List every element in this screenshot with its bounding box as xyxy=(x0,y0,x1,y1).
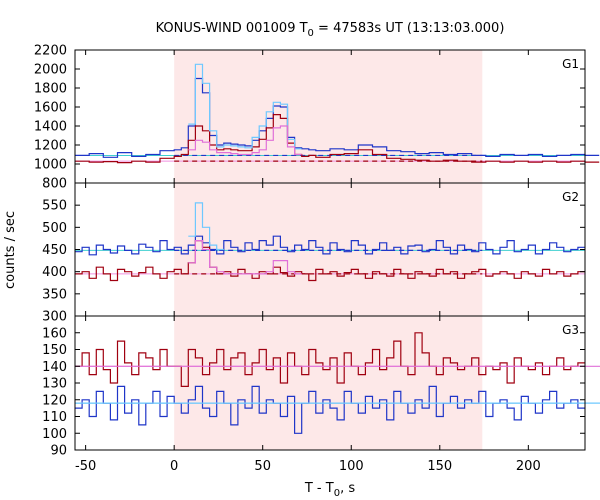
x-tick-label: 150 xyxy=(427,459,452,474)
y-tick-label: 110 xyxy=(42,410,67,425)
y-tick-label: 1800 xyxy=(34,82,67,97)
chart-title-main: KONUS-WIND 001009 T xyxy=(156,21,308,36)
x-tick-label: 50 xyxy=(254,459,271,474)
chart-title-subscript: 0 xyxy=(308,28,314,39)
series-blue-g1 xyxy=(75,77,600,158)
y-tick-label: 800 xyxy=(42,177,67,192)
x-axis-label-rest: , s xyxy=(340,481,355,496)
y-tick-label: 350 xyxy=(42,287,67,302)
series-darkred-g2 xyxy=(75,240,585,282)
y-tick-label: 130 xyxy=(42,377,67,392)
y-tick-label: 2200 xyxy=(34,44,67,59)
series-pink-g1 xyxy=(188,125,302,156)
y-tick-label: 500 xyxy=(42,221,67,236)
y-tick-label: 1200 xyxy=(34,139,67,154)
x-tick-label: 200 xyxy=(516,459,541,474)
y-tick-label: 450 xyxy=(42,243,67,258)
x-axis-label-subscript: 0 xyxy=(334,488,340,499)
y-axis-label: counts / sec xyxy=(3,211,18,289)
series-pink-g2 xyxy=(188,240,302,275)
y-tick-label: 1000 xyxy=(34,158,67,173)
y-tick-label: 300 xyxy=(42,310,67,325)
y-tick-label: 1600 xyxy=(34,101,67,116)
panel-label-g3: G3 xyxy=(562,323,579,337)
panel-label-g2: G2 xyxy=(562,190,579,204)
y-tick-label: 160 xyxy=(42,326,67,341)
y-tick-label: 2000 xyxy=(34,63,67,78)
series-blue-g2 xyxy=(75,235,585,256)
series-darkred-g3 xyxy=(75,332,585,387)
panel-label-g1: G1 xyxy=(562,57,579,71)
x-tick-label: 0 xyxy=(170,459,178,474)
y-tick-label: 400 xyxy=(42,265,67,280)
x-axis-label-main: T - T xyxy=(304,481,334,496)
chart-title: KONUS-WIND 001009 T0 = 47583s UT (13:13:… xyxy=(156,21,505,39)
chart-title-rest: = 47583s UT (13:13:03.000) xyxy=(314,21,504,36)
y-tick-label: 150 xyxy=(42,343,67,358)
y-tick-label: 140 xyxy=(42,360,67,375)
y-tick-label: 100 xyxy=(42,427,67,442)
y-tick-label: 90 xyxy=(50,444,67,459)
y-tick-label: 550 xyxy=(42,199,67,214)
tick-layer: 8001000120014001600180020002200G13003504… xyxy=(34,44,585,474)
x-axis-label: T - T0, s xyxy=(304,481,355,499)
x-tick-label: -50 xyxy=(75,459,96,474)
series-layer xyxy=(75,63,600,434)
series-lightblue-g2 xyxy=(188,202,224,251)
x-tick-label: 100 xyxy=(339,459,364,474)
series-lightblue-g1 xyxy=(188,63,302,150)
y-tick-label: 1400 xyxy=(34,120,67,135)
y-tick-label: 120 xyxy=(42,393,67,408)
